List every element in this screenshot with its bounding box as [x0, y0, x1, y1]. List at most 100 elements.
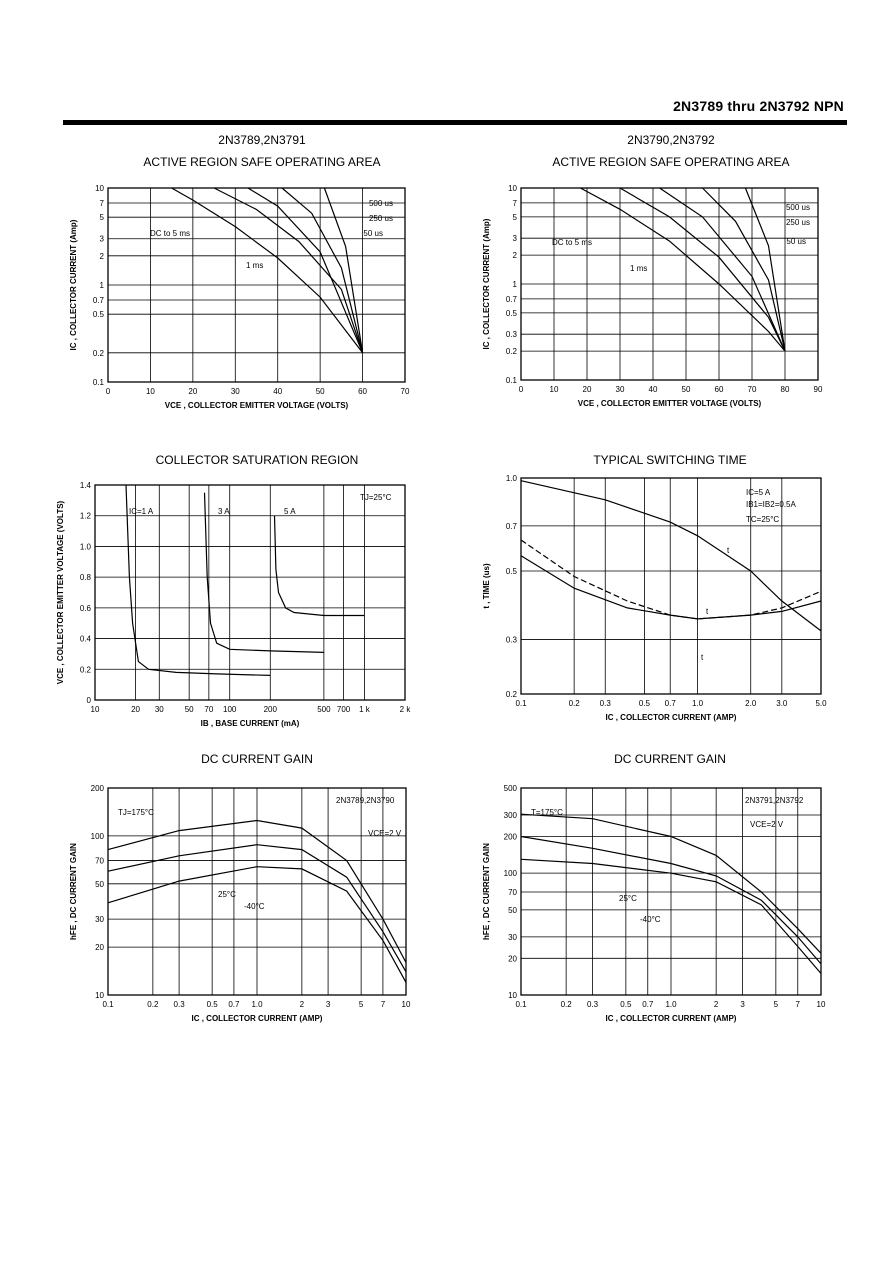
chart-2-group: 2N3790,2N3792: [627, 133, 715, 147]
series-annotation: 50 us: [363, 229, 383, 238]
x-tick-label: 0.2: [561, 1000, 573, 1009]
series-annotation: TJ=175°C: [118, 808, 154, 817]
y-tick-label: 30: [508, 933, 517, 942]
series-line: [659, 187, 786, 352]
series-annotation: 25°C: [619, 894, 637, 903]
y-tick-label: 100: [91, 832, 105, 841]
series-line: [171, 187, 364, 354]
chart-1-title: ACTIVE REGION SAFE OPERATING AREA: [143, 155, 381, 169]
x-axis-label: IC , COLLECTOR CURRENT (AMP): [606, 713, 737, 722]
series-line: [107, 844, 407, 973]
y-tick-label: 70: [508, 888, 517, 897]
y-tick-label: 2: [513, 251, 518, 260]
series-line: [281, 187, 364, 353]
x-tick-label: 70: [748, 385, 757, 394]
x-tick-label: 50: [185, 705, 194, 714]
series-annotation: DC to 5 ms: [552, 238, 592, 247]
y-tick-label: 3: [513, 234, 518, 243]
series-annotation: 1 ms: [630, 264, 647, 273]
y-tick-label: 3: [100, 235, 105, 244]
y-axis-label: hFE , DC CURRENT GAIN: [69, 843, 78, 940]
series-annotation: 2N3791,2N3792: [745, 796, 804, 805]
x-tick-label: 5: [359, 1000, 364, 1009]
series-annotation: 3 A: [218, 507, 230, 516]
series-line: [520, 539, 822, 620]
page-header: 2N3789 thru 2N3792 NPN: [673, 98, 844, 114]
y-tick-label: 0.7: [93, 296, 105, 305]
chart-6-title: DC CURRENT GAIN: [614, 752, 726, 766]
y-axis-label: VCE , COLLECTOR EMITTER VOLTAGE (VOLTS): [56, 500, 65, 684]
y-tick-label: 7: [100, 199, 105, 208]
x-tick-label: 0.2: [147, 1000, 159, 1009]
y-tick-label: 0.1: [506, 376, 518, 385]
x-tick-label: 10: [402, 1000, 411, 1009]
y-tick-label: 200: [91, 784, 105, 793]
chart-4: [520, 477, 822, 695]
plot-frame: [520, 477, 822, 695]
chart-2: [520, 187, 819, 381]
x-axis-label: VCE , COLLECTOR EMITTER VOLTAGE (VOLTS): [165, 401, 349, 410]
chart-1-group: 2N3789,2N3791: [218, 133, 306, 147]
x-tick-label: 1 k: [359, 705, 371, 714]
y-tick-label: 0.5: [93, 310, 105, 319]
x-tick-label: 40: [273, 387, 282, 396]
y-tick-label: 0.7: [506, 295, 518, 304]
y-tick-label: 20: [95, 943, 104, 952]
x-tick-label: 200: [264, 705, 278, 714]
chart-5: [107, 787, 407, 996]
series-annotation: IC=5 A: [746, 488, 771, 497]
series-annotation: 25°C: [218, 890, 236, 899]
series-line: [273, 515, 365, 617]
series-line: [125, 484, 271, 676]
y-tick-label: 1.2: [80, 512, 92, 521]
y-tick-label: 1.4: [80, 481, 92, 490]
x-tick-label: 5.0: [815, 699, 827, 708]
series-line: [247, 187, 364, 354]
y-tick-label: 30: [95, 915, 104, 924]
series-annotation: DC to 5 ms: [150, 229, 190, 238]
x-tick-label: 500: [317, 705, 331, 714]
series-line: [203, 492, 324, 653]
y-tick-label: 1.0: [506, 474, 518, 483]
series-line: [107, 819, 407, 963]
series-annotation: 250 us: [369, 214, 393, 223]
series-annotation: -40°C: [640, 915, 661, 924]
series-annotation: 2N3789,2N3790: [336, 796, 395, 805]
y-tick-label: 5: [513, 213, 518, 222]
x-tick-label: 0.1: [515, 699, 527, 708]
x-tick-label: 10: [550, 385, 559, 394]
x-tick-label: 0.3: [174, 1000, 186, 1009]
series-line: [107, 866, 407, 983]
x-tick-label: 0.3: [587, 1000, 599, 1009]
y-tick-label: 20: [508, 954, 517, 963]
x-tick-label: 0.5: [620, 1000, 632, 1009]
series-annotation: -40°C: [244, 902, 265, 911]
y-tick-label: 70: [95, 857, 104, 866]
series-line: [702, 187, 786, 352]
x-tick-label: 1.0: [665, 1000, 677, 1009]
series-line: [520, 835, 822, 965]
y-tick-label: 0.4: [80, 635, 92, 644]
series-line: [520, 858, 822, 974]
y-tick-label: 50: [95, 880, 104, 889]
y-tick-label: 0.8: [80, 573, 92, 582]
x-tick-label: 3.0: [776, 699, 788, 708]
series-line: [520, 813, 822, 954]
chart-3-title: COLLECTOR SATURATION REGION: [155, 453, 359, 467]
x-tick-label: 700: [337, 705, 351, 714]
y-axis-label: IC , COLLECTOR CURRENT (Amp): [69, 219, 78, 350]
series-line: [619, 187, 786, 352]
x-tick-label: 2.0: [745, 699, 757, 708]
x-tick-label: 70: [401, 387, 410, 396]
series-line: [580, 187, 786, 352]
x-tick-label: 0.7: [642, 1000, 654, 1009]
chart-2-title: ACTIVE REGION SAFE OPERATING AREA: [552, 155, 790, 169]
chart-6: [520, 787, 822, 996]
x-axis-label: VCE , COLLECTOR EMITTER VOLTAGE (VOLTS): [578, 399, 762, 408]
chart-1: [107, 187, 406, 383]
y-tick-label: 5: [100, 213, 105, 222]
x-tick-label: 2 k: [400, 705, 412, 714]
y-tick-label: 500: [504, 784, 518, 793]
y-tick-label: 0.2: [506, 690, 518, 699]
x-tick-label: 1.0: [692, 699, 704, 708]
